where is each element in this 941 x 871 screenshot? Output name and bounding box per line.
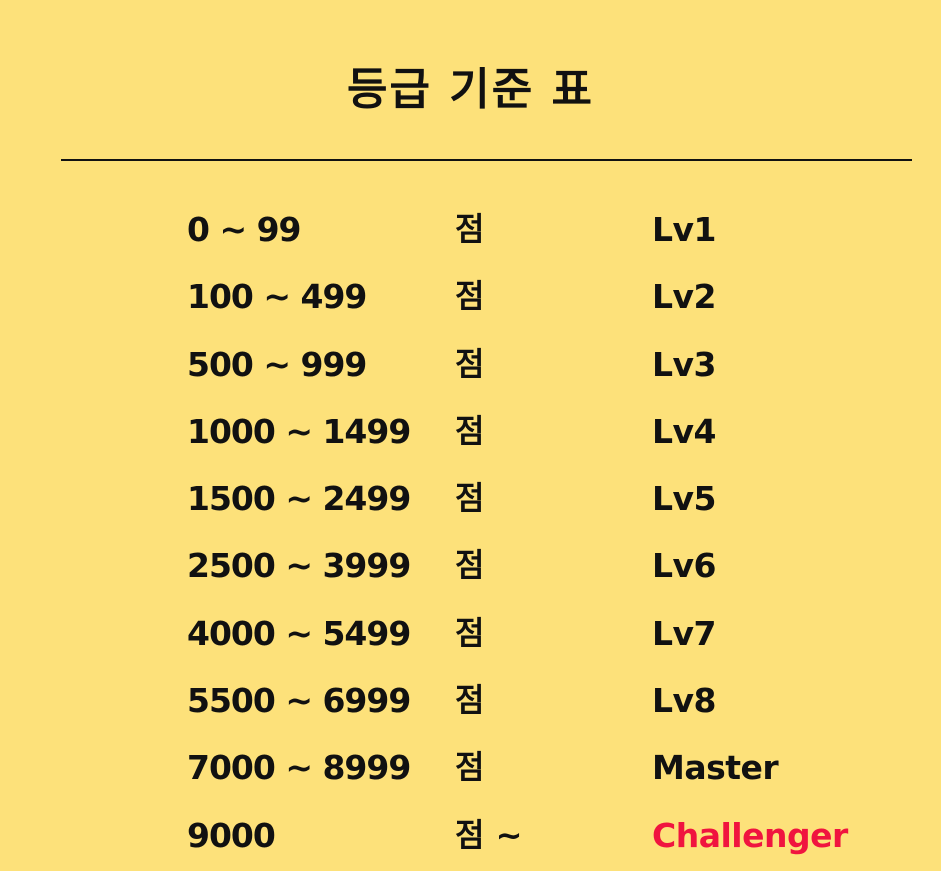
grade-row: 1000 ~ 1499 점 Lv4 [0,398,941,465]
grade-level: Lv2 [652,277,717,317]
score-range: 500 ~ 999 [187,344,367,384]
score-unit: 점 [455,277,485,316]
grade-row: 7000 ~ 8999 점 Master [0,734,941,801]
score-unit: 점 [455,546,485,585]
grade-row: 5500 ~ 6999 점 Lv8 [0,667,941,734]
grade-list: 0 ~ 99 점 Lv1 100 ~ 499 점 Lv2 500 ~ 999 점… [0,196,941,869]
score-range: 1000 ~ 1499 [187,411,411,451]
grade-level: Lv6 [652,546,717,586]
grade-row: 2500 ~ 3999 점 Lv6 [0,532,941,599]
grade-level: Lv8 [652,681,717,721]
grade-level: Lv4 [652,411,717,451]
grade-level: Lv3 [652,344,717,384]
grade-row: 100 ~ 499 점 Lv2 [0,263,941,330]
grade-level: Lv1 [652,210,717,249]
grade-row: 4000 ~ 5499 점 Lv7 [0,600,941,667]
score-unit: 점 [455,479,485,518]
score-unit: 점 [455,344,485,383]
title-divider [61,159,912,161]
grade-level: Lv5 [652,479,717,519]
grade-level: Master [652,748,779,788]
score-unit: 점 [455,210,485,248]
score-range: 7000 ~ 8999 [187,748,411,788]
score-unit: 점 [455,748,485,787]
score-unit: 점 [455,613,485,652]
score-unit: 점 [455,681,485,720]
score-range: 9000 [187,815,276,855]
grade-level-challenger: Challenger [652,815,848,855]
score-range: 100 ~ 499 [187,277,367,317]
score-unit: 점 [455,411,485,450]
score-range: 4000 ~ 5499 [187,613,411,653]
grade-row: 1500 ~ 2499 점 Lv5 [0,465,941,532]
grade-row: 500 ~ 999 점 Lv3 [0,331,941,398]
page-title: 등급 기준 표 [346,64,595,115]
score-unit: 점 ~ [455,815,523,854]
score-range: 2500 ~ 3999 [187,546,411,586]
grade-row: 0 ~ 99 점 Lv1 [0,196,941,263]
grade-row: 9000 점 ~ Challenger [0,802,941,869]
score-range: 0 ~ 99 [187,210,302,249]
score-range: 1500 ~ 2499 [187,479,411,519]
grade-level: Lv7 [652,613,717,653]
score-range: 5500 ~ 6999 [187,681,411,721]
